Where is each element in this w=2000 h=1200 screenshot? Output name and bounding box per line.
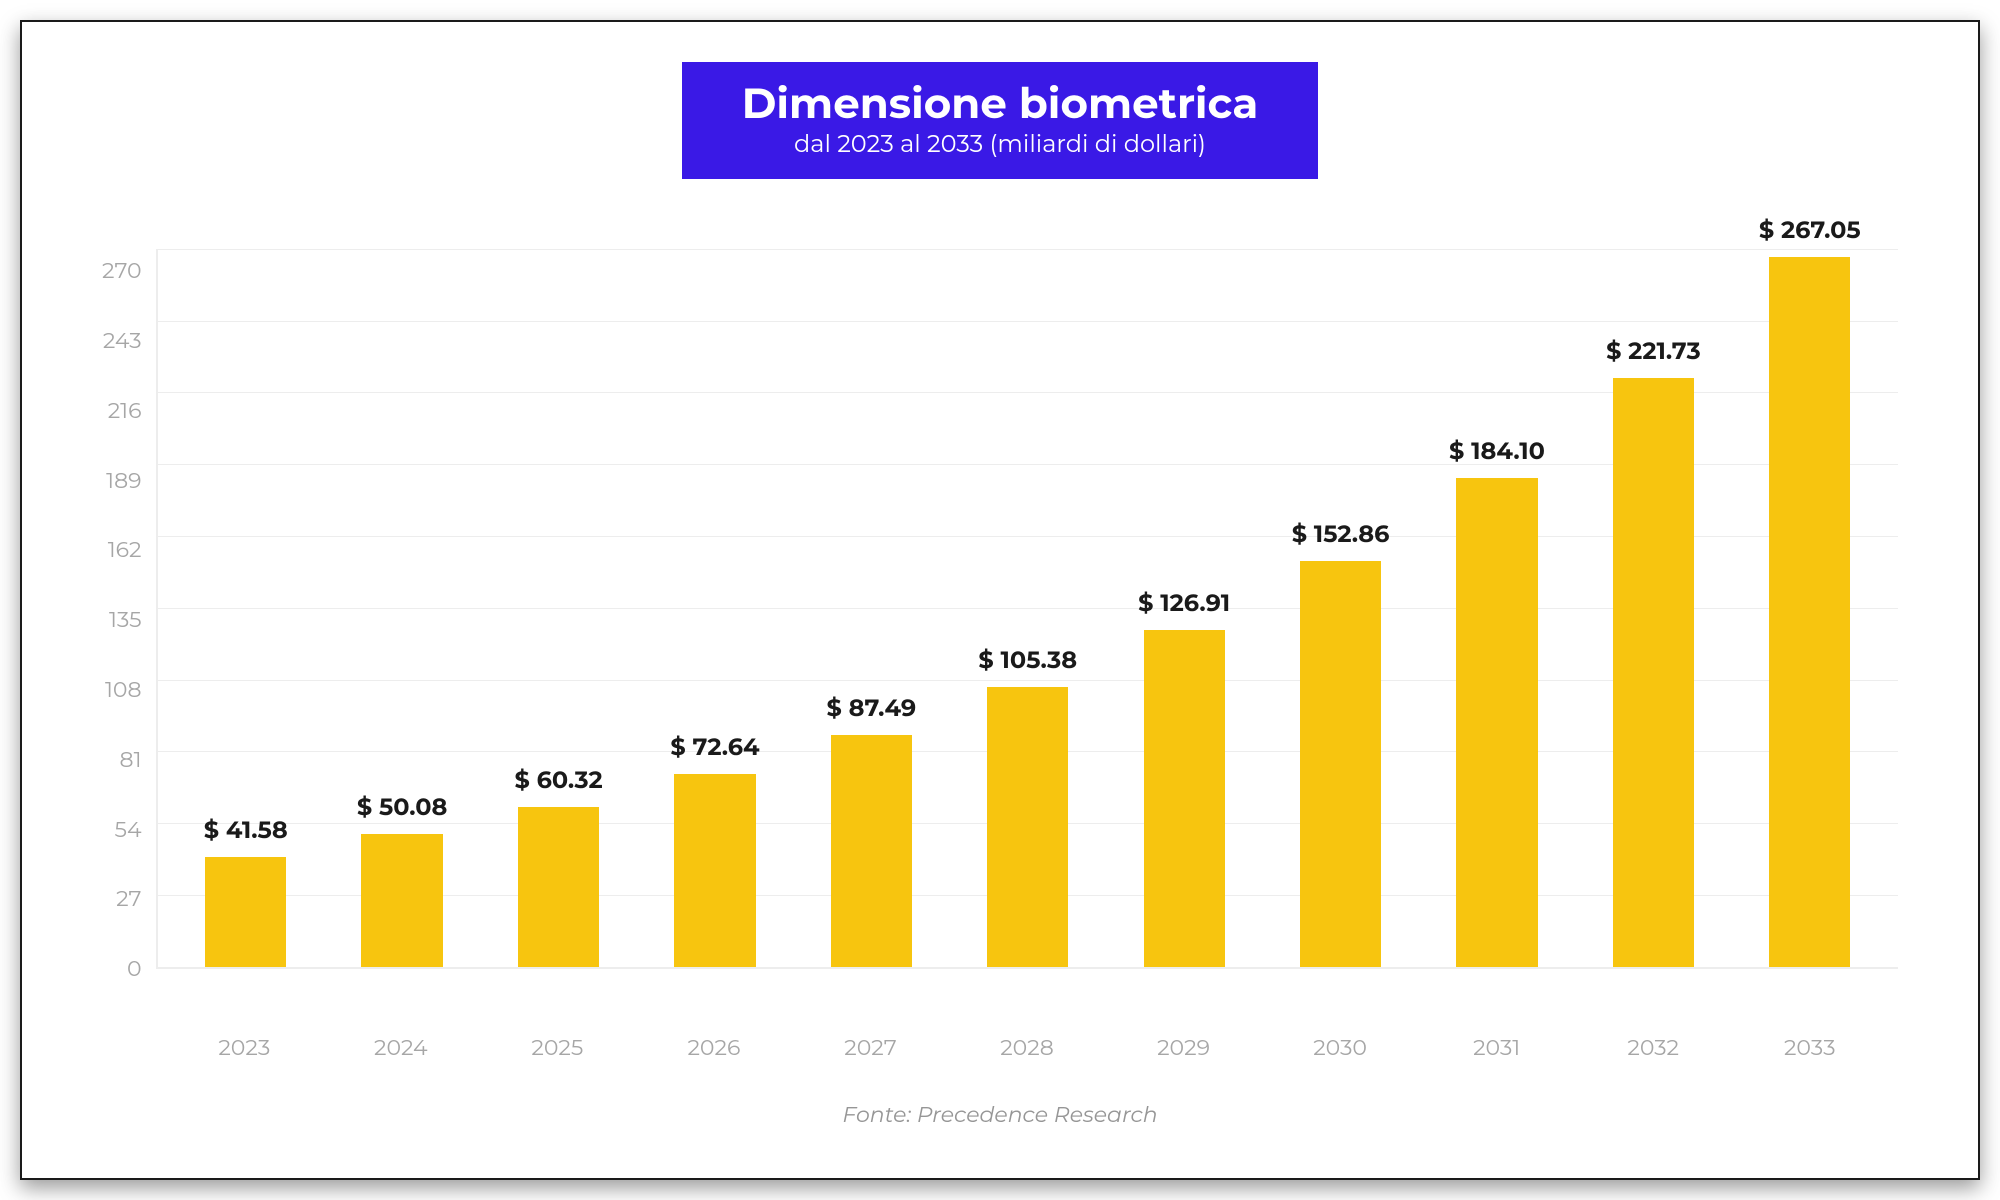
bar-value-label: $ 267.05 — [1759, 216, 1861, 245]
bar — [831, 735, 912, 968]
chart-title-box: Dimensione biometrica dal 2023 al 2033 (… — [682, 62, 1319, 179]
y-tick-label: 243 — [103, 330, 142, 352]
bar — [1144, 630, 1225, 967]
bar-value-label: $ 60.32 — [514, 766, 602, 795]
x-tick-label: 2028 — [949, 1034, 1106, 1061]
bar-slot: $ 41.58 — [168, 249, 324, 967]
y-tick-label: 162 — [108, 539, 142, 561]
bar-value-label: $ 50.08 — [357, 793, 447, 822]
y-tick-label: 135 — [109, 609, 142, 631]
bar — [205, 857, 286, 968]
bar-slot: $ 105.38 — [950, 249, 1106, 967]
bar-value-label: $ 87.49 — [827, 694, 917, 723]
x-tick-label: 2031 — [1418, 1034, 1575, 1061]
bar — [987, 687, 1068, 967]
bar-slot: $ 152.86 — [1262, 249, 1418, 967]
y-tick-label: 108 — [105, 679, 142, 701]
chart-frame: Dimensione biometrica dal 2023 al 2033 (… — [20, 20, 1980, 1180]
bar-slot: $ 72.64 — [637, 249, 793, 967]
chart-title: Dimensione biometrica — [742, 80, 1259, 126]
plot-area: $ 41.58 $ 50.08 $ 60.32 $ 72.64 $ 87.49 $ 105… — [156, 249, 1898, 969]
bar — [1613, 378, 1694, 968]
x-tick-label: 2023 — [166, 1034, 323, 1061]
bar-value-label: $ 105.38 — [978, 646, 1077, 675]
x-axis: 2023202420252026202720282029203020312032… — [156, 1034, 1898, 1061]
chart-area: 2702432161891621351088154270 $ 41.58$ 50… — [102, 249, 1898, 1006]
bar-slot: $ 221.73 — [1575, 249, 1731, 967]
bar — [1300, 561, 1381, 967]
bar — [1769, 257, 1850, 967]
bar-value-label: $ 126.91 — [1138, 589, 1230, 618]
bars-container: $ 41.58 $ 50.08 $ 60.32 $ 72.64 $ 87.49 $ 105… — [158, 249, 1898, 967]
y-tick-label: 81 — [120, 749, 142, 771]
bar-slot: $ 87.49 — [793, 249, 949, 967]
bar — [361, 834, 442, 967]
source-text: Fonte: Precedence Research — [842, 1101, 1157, 1128]
bar-slot: $ 50.08 — [324, 249, 480, 967]
bar — [1456, 478, 1537, 968]
y-axis: 2702432161891621351088154270 — [102, 249, 156, 969]
x-tick-label: 2030 — [1262, 1034, 1419, 1061]
x-tick-label: 2033 — [1731, 1034, 1888, 1061]
bar-slot: $ 126.91 — [1106, 249, 1262, 967]
bar-value-label: $ 221.73 — [1606, 337, 1701, 366]
x-tick-label: 2024 — [323, 1034, 480, 1061]
bar-slot: $ 184.10 — [1419, 249, 1575, 967]
y-tick-label: 189 — [106, 470, 141, 492]
bar — [674, 774, 755, 967]
x-tick-label: 2026 — [636, 1034, 793, 1061]
bar-value-label: $ 72.64 — [670, 733, 759, 762]
bar-value-label: $ 152.86 — [1292, 520, 1390, 549]
x-tick-label: 2025 — [479, 1034, 636, 1061]
y-tick-label: 216 — [108, 400, 142, 422]
x-tick-label: 2032 — [1575, 1034, 1732, 1061]
bar-value-label: $ 184.10 — [1449, 437, 1545, 466]
bar-slot: $ 60.32 — [480, 249, 636, 967]
y-tick-label: 27 — [116, 888, 141, 910]
y-tick-label: 54 — [115, 819, 142, 841]
x-tick-label: 2027 — [792, 1034, 949, 1061]
bar-slot: $ 267.05 — [1732, 249, 1888, 967]
y-tick-label: 270 — [102, 260, 142, 282]
y-tick-label: 0 — [127, 958, 142, 980]
bar — [518, 807, 599, 967]
x-tick-label: 2029 — [1105, 1034, 1262, 1061]
bar-value-label: $ 41.58 — [204, 816, 288, 845]
chart-subtitle: dal 2023 al 2033 (miliardi di dollari) — [742, 130, 1259, 159]
